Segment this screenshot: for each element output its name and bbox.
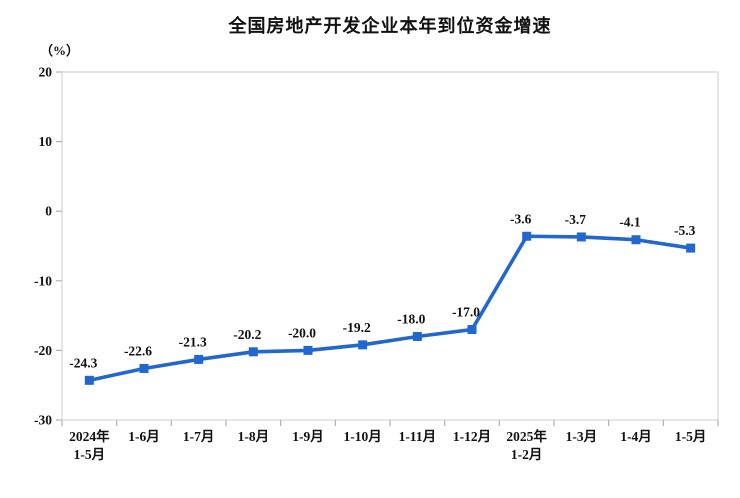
x-tick-label: 2025年 — [506, 428, 547, 444]
x-tick-label: 1-12月 — [453, 429, 491, 444]
data-point-label: -22.6 — [124, 343, 152, 358]
y-tick-label: 20 — [39, 65, 53, 80]
y-tick-label: -30 — [34, 413, 52, 428]
plot-border — [61, 71, 719, 421]
data-point — [522, 231, 532, 241]
x-tick-label: 1-5月 — [74, 447, 106, 462]
x-tick-label: 1-10月 — [344, 429, 382, 444]
chart-title: 全国房地产开发企业本年到位资金增速 — [228, 16, 552, 36]
series-line — [88, 234, 691, 383]
y-axis-unit-label: （%） — [40, 43, 80, 58]
data-point — [358, 340, 368, 350]
y-tick-label: -20 — [34, 343, 52, 358]
data-point — [412, 331, 422, 341]
data-point — [631, 235, 641, 245]
data-point-label: -4.1 — [619, 215, 641, 230]
data-point-label: -20.2 — [233, 327, 261, 342]
data-point — [303, 345, 313, 355]
data-point — [139, 363, 149, 373]
x-tick-label: 1-5月 — [675, 429, 707, 444]
data-point-label: -3.6 — [510, 211, 532, 226]
x-tick-label: 1-11月 — [399, 429, 437, 444]
data-point-label: -20.0 — [288, 325, 316, 340]
x-tick-label: 1-4月 — [620, 429, 652, 444]
x-tick-label: 1-7月 — [183, 429, 215, 444]
y-tick-label: 0 — [45, 204, 52, 219]
data-point — [84, 375, 94, 385]
data-point-label: -24.3 — [69, 355, 97, 370]
y-tick-label: -10 — [34, 273, 52, 288]
x-tick-label: 1-9月 — [292, 429, 324, 444]
data-point-label: -17.0 — [452, 305, 480, 320]
data-point — [576, 232, 586, 242]
x-tick-label: 1-3月 — [566, 429, 598, 444]
data-point — [686, 243, 696, 253]
data-point-label: -3.7 — [565, 212, 587, 227]
y-tick-label: 10 — [39, 134, 53, 149]
data-point-label: -21.3 — [179, 334, 207, 349]
data-point — [248, 347, 258, 357]
data-point-label: -19.2 — [343, 320, 371, 335]
x-tick-label: 1-8月 — [238, 429, 270, 444]
x-tick-label: 2024年 — [69, 428, 110, 444]
x-tick-label: 1-6月 — [128, 429, 160, 444]
data-point-label: -5.3 — [674, 223, 696, 238]
x-tick-label: 1-2月 — [511, 447, 543, 462]
data-point — [467, 325, 477, 335]
data-point-label: -18.0 — [397, 311, 425, 326]
data-point — [194, 354, 204, 364]
